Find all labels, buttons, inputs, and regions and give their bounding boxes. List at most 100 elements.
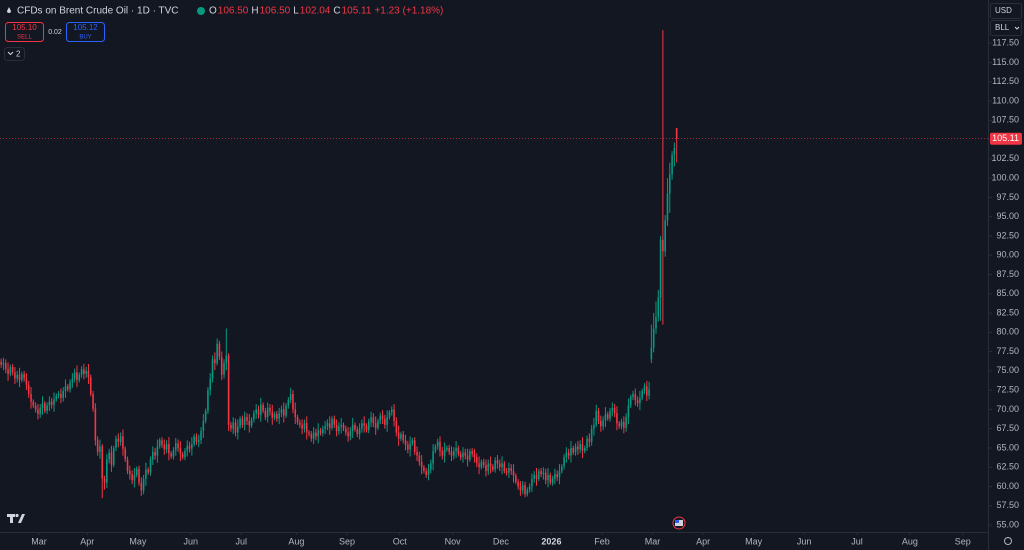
candle-body (186, 445, 189, 452)
candle-body (154, 451, 156, 456)
candle-body (301, 424, 303, 429)
candle-body (641, 390, 644, 398)
candle-body (7, 369, 9, 374)
candle-body (106, 459, 108, 483)
candle-body (184, 451, 186, 458)
candle-body (151, 451, 154, 460)
candle-body (498, 463, 501, 468)
candle-body (269, 407, 271, 412)
candle-body (349, 430, 352, 437)
candle-body (418, 455, 421, 462)
candle-body (71, 378, 74, 383)
x-tick-label: Feb (594, 536, 610, 546)
candle-body (540, 471, 542, 475)
candle-body (119, 436, 122, 442)
candle-body (14, 372, 16, 379)
candle-body (595, 410, 598, 425)
candle-body (397, 432, 400, 439)
y-tick-label: 62.50 (996, 462, 1019, 472)
y-tick-label: 57.50 (996, 500, 1019, 510)
buy-button[interactable] (66, 22, 105, 42)
candle-body (96, 440, 99, 452)
candle-body (361, 423, 363, 429)
candle-body (600, 420, 602, 427)
y-tick-label: 90.00 (996, 250, 1019, 260)
candle-body (264, 410, 267, 418)
candle-body (590, 428, 593, 442)
candle-body (57, 393, 60, 396)
event-icon[interactable] (672, 516, 686, 530)
legend-key: H (251, 6, 258, 17)
candle-body (538, 471, 540, 479)
candle-body (234, 422, 237, 433)
candle-body (367, 421, 370, 431)
candle-body (354, 424, 356, 430)
candle-body (452, 451, 455, 456)
candle-body (232, 422, 235, 429)
candle-body (542, 472, 545, 475)
candle-body (351, 424, 354, 431)
indicators-toggle[interactable] (4, 47, 25, 61)
legend-value: 106.50 (218, 6, 249, 17)
legend-value: 106.50 (260, 6, 291, 17)
legend-key: C (333, 6, 340, 17)
currency-button[interactable] (990, 3, 1022, 19)
candle-body (342, 424, 345, 429)
x-tick-label: Apr (80, 536, 94, 546)
candle-body (216, 343, 218, 364)
x-tick-label: Sep (339, 536, 355, 546)
sell-button[interactable] (5, 22, 44, 42)
candle-body (243, 417, 246, 425)
symbol-icon (7, 7, 11, 13)
candle-body (89, 377, 92, 394)
x-tick-label: Aug (902, 536, 918, 546)
x-tick-label: Nov (445, 536, 462, 546)
y-tick-label: 70.00 (996, 404, 1019, 414)
candle-body (356, 429, 359, 435)
sell-label: SELL (17, 35, 32, 41)
candle-body (253, 413, 255, 420)
candle-body (606, 414, 609, 419)
candle-body (583, 447, 586, 452)
unit-button[interactable] (990, 20, 1022, 36)
candle-body (27, 384, 30, 394)
candle-body (577, 446, 579, 450)
candle-body (411, 440, 414, 444)
candle-body (551, 478, 554, 483)
candle-body (255, 409, 257, 414)
symbol-title[interactable]: CFDs on Brent Crude Oil · 1D · TVC (17, 6, 179, 17)
candle-body (83, 369, 85, 374)
candle-body (335, 424, 338, 431)
candle-body (365, 425, 368, 431)
candle-body (623, 421, 625, 428)
x-tick-label: May (129, 536, 147, 546)
candle-body (237, 426, 239, 433)
candle-body (639, 397, 641, 404)
candle-body (85, 370, 87, 374)
candle-body (648, 389, 650, 396)
y-tick-label: 77.50 (996, 346, 1019, 356)
candle-body (115, 438, 117, 448)
candle-body (48, 401, 51, 406)
candle-body (287, 400, 290, 406)
candle-body (632, 393, 634, 398)
candle-body (168, 444, 170, 454)
candle-body (471, 451, 473, 455)
candle-body (133, 474, 136, 481)
y-tick-label: 100.00 (991, 172, 1019, 182)
y-tick-label: 110.00 (992, 95, 1019, 105)
candle-body (413, 440, 416, 452)
candle-body (55, 395, 58, 400)
tradingview-logo (7, 513, 25, 523)
settings-icon[interactable] (1004, 537, 1012, 545)
y-tick-label: 97.50 (996, 192, 1019, 202)
candle-body (404, 440, 407, 445)
candle-body (526, 489, 529, 495)
candle-body (508, 468, 510, 473)
candle-body (524, 484, 526, 495)
candle-body (430, 463, 432, 470)
legend-key: L (293, 6, 299, 17)
currency: USD (995, 6, 1012, 15)
legend-value: 105.11 (342, 6, 372, 17)
